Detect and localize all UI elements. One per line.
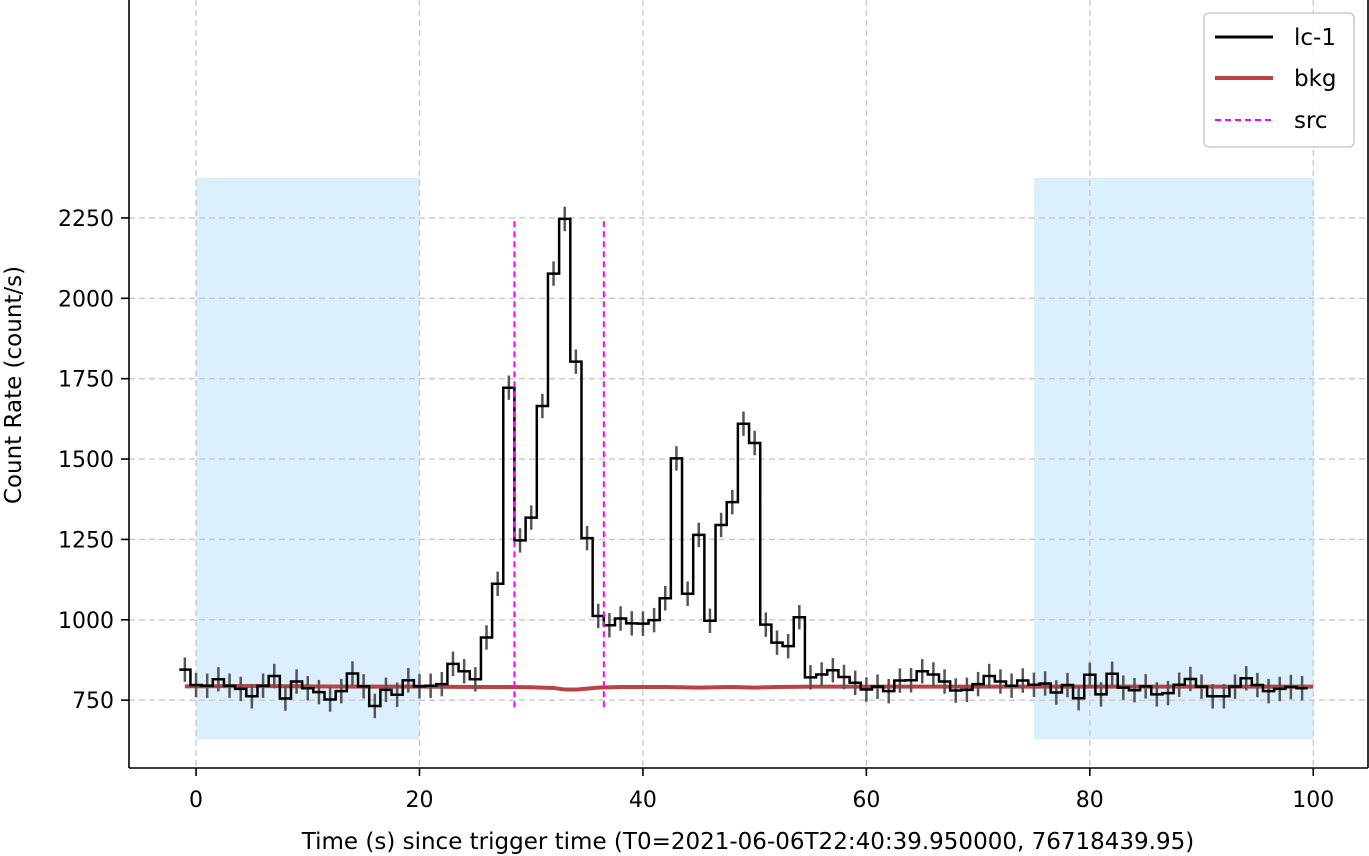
y-tick-label: 750 bbox=[72, 689, 114, 714]
src-interval-lines bbox=[513, 217, 605, 708]
y-tick-label: 1750 bbox=[58, 368, 114, 393]
y-axis-ticks: 750 1000 1250 1500 1750 2000 2250 bbox=[58, 207, 129, 714]
x-tick-label: 100 bbox=[1292, 788, 1334, 813]
y-tick-label: 1250 bbox=[58, 528, 114, 553]
lc-1-series bbox=[179, 217, 1308, 708]
axes bbox=[128, 0, 1369, 769]
grid-lines bbox=[129, 0, 1368, 768]
x-tick-label: 60 bbox=[852, 788, 880, 813]
y-tick-label: 1500 bbox=[58, 448, 114, 473]
legend-src-label: src bbox=[1294, 108, 1328, 134]
x-axis-ticks: 0 20 40 60 80 100 bbox=[189, 768, 1334, 813]
y-tick-label: 2250 bbox=[58, 207, 114, 232]
x-axis-label: Time (s) since trigger time (T0=2021-06-… bbox=[301, 829, 1194, 855]
legend-box bbox=[1203, 12, 1355, 148]
lc-1-step-line bbox=[179, 217, 1308, 708]
y-tick-label: 1000 bbox=[58, 609, 114, 634]
y-tick-label: 2000 bbox=[58, 287, 114, 312]
x-tick-label: 40 bbox=[629, 788, 657, 813]
x-tick-label: 80 bbox=[1076, 788, 1104, 813]
y-axis-label: Count Rate (count/s) bbox=[1, 266, 27, 504]
legend-lc-1-label: lc-1 bbox=[1294, 25, 1336, 51]
legend: lc-1 bkg src bbox=[1203, 12, 1355, 148]
x-tick-label: 0 bbox=[189, 788, 203, 813]
x-tick-label: 20 bbox=[405, 788, 433, 813]
legend-bkg-label: bkg bbox=[1294, 66, 1337, 92]
